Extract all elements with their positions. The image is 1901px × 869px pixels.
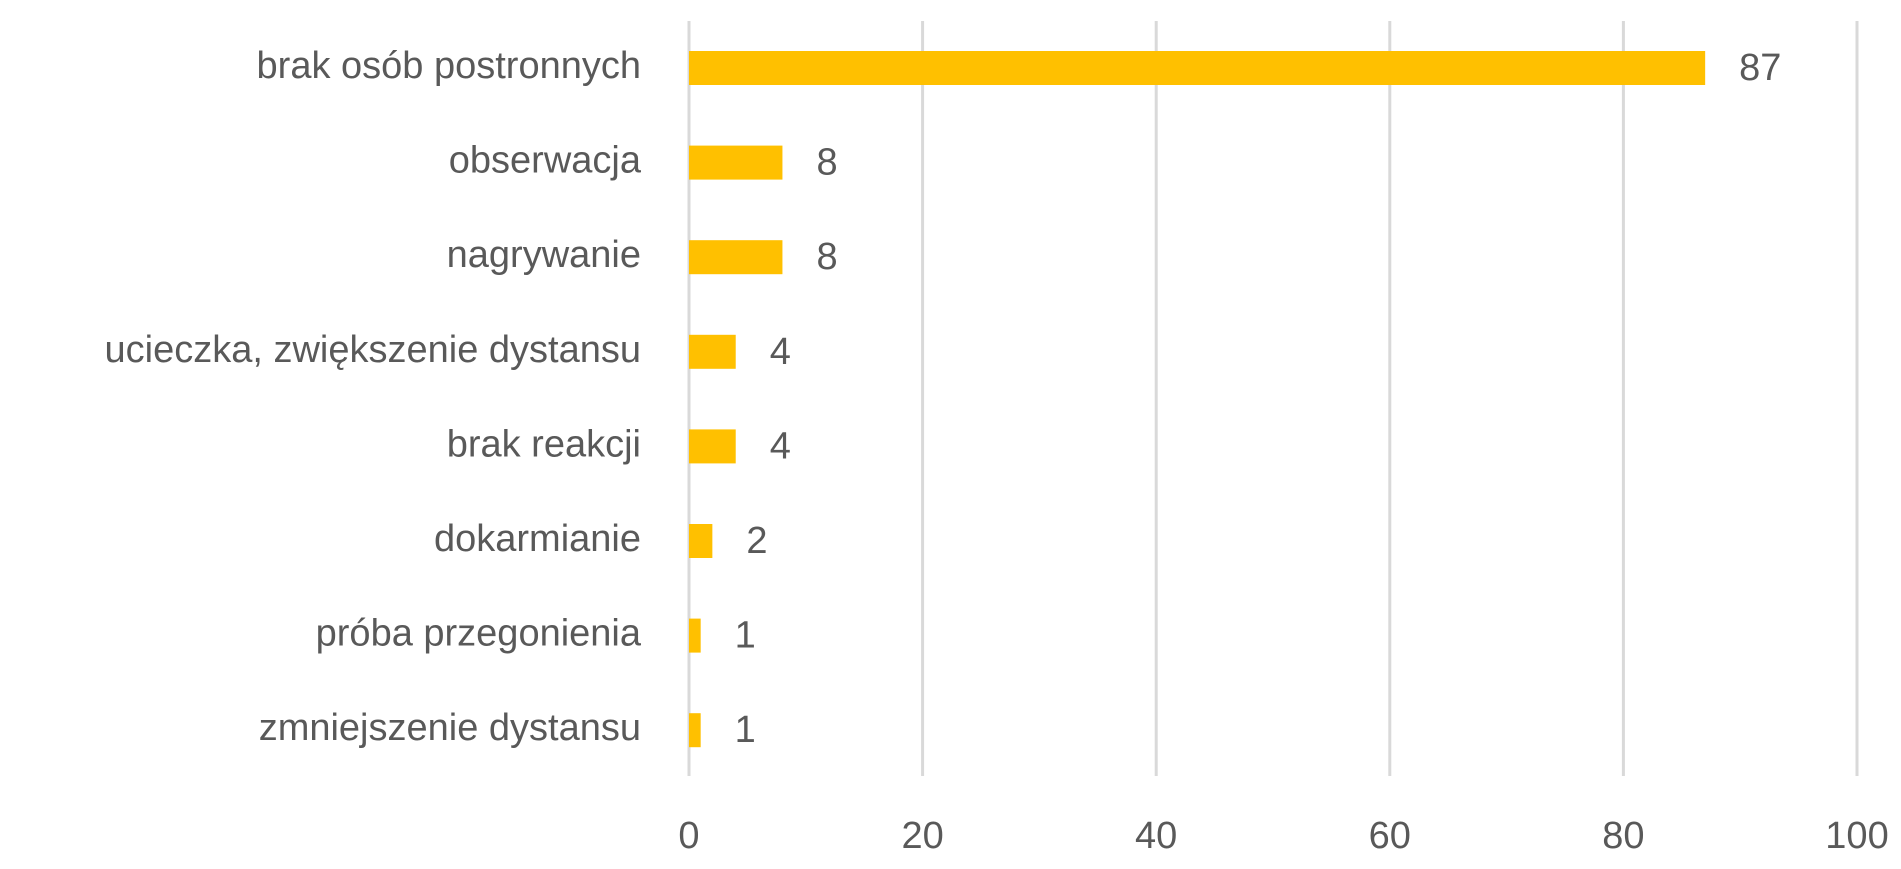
value-label: 4 (770, 425, 791, 467)
bar (689, 618, 701, 653)
x-tick-label: 100 (1825, 815, 1888, 857)
x-tick-label: 0 (678, 815, 699, 857)
bar (689, 145, 783, 180)
y-tick-label: ucieczka, zwiększenie dystansu (105, 329, 641, 371)
y-tick-label: obserwacja (449, 140, 642, 182)
value-label: 2 (746, 520, 767, 562)
value-label: 8 (816, 142, 837, 184)
bar (689, 51, 1706, 85)
bar (689, 524, 713, 558)
y-tick-label: próba przegonienia (316, 613, 642, 655)
value-label: 8 (816, 236, 837, 278)
value-label: 1 (735, 615, 756, 657)
x-tick-label: 60 (1369, 815, 1411, 857)
y-tick-label: brak osób postronnych (257, 45, 641, 87)
bar (689, 713, 701, 748)
x-tick-label: 20 (901, 815, 943, 857)
y-tick-label: zmniejszenie dystansu (259, 707, 641, 749)
bar (689, 334, 736, 369)
bar (689, 240, 783, 275)
value-label: 87 (1739, 47, 1781, 89)
y-tick-label: dokarmianie (434, 518, 641, 560)
x-tick-label: 80 (1602, 815, 1644, 857)
bar (689, 429, 736, 464)
x-tick-label: 40 (1135, 815, 1177, 857)
y-tick-label: nagrywanie (447, 234, 641, 276)
value-label: 4 (770, 331, 791, 373)
y-tick-label: brak reakcji (447, 423, 641, 465)
value-label: 1 (735, 709, 756, 751)
